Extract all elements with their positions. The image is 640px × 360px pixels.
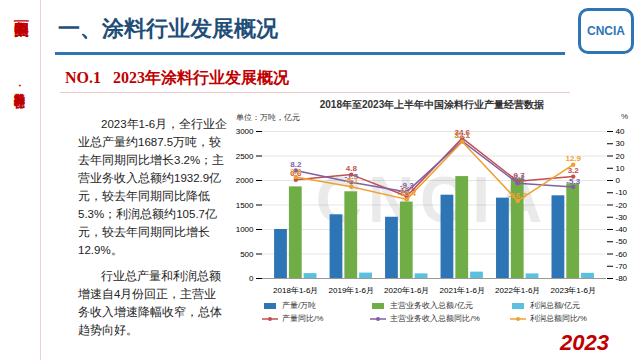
svg-text:-10: -10: [616, 188, 628, 197]
svg-text:0: 0: [249, 274, 254, 283]
svg-text:12.9: 12.9: [565, 154, 581, 163]
svg-text:40: 40: [616, 127, 625, 136]
svg-text:31.7: 31.7: [454, 131, 470, 140]
svg-text:2.8: 2.8: [290, 167, 302, 176]
svg-text:2022年1-6月: 2022年1-6月: [495, 286, 540, 295]
svg-text:-2.2: -2.2: [511, 173, 525, 182]
svg-text:30: 30: [616, 139, 625, 148]
svg-text:-5.3: -5.3: [566, 177, 580, 186]
svg-text:1000: 1000: [236, 225, 254, 234]
svg-text:-40: -40: [616, 225, 628, 234]
svg-text:-60: -60: [616, 250, 628, 259]
svg-text:20: 20: [616, 152, 625, 161]
svg-text:-20: -20: [616, 201, 628, 210]
svg-text:-70: -70: [616, 262, 628, 271]
svg-text:2021年1-6月: 2021年1-6月: [440, 286, 485, 295]
svg-text:-50: -50: [616, 237, 628, 246]
svg-text:2500: 2500: [236, 152, 254, 161]
svg-text:1500: 1500: [236, 201, 254, 210]
svg-text:32.1: 32.1: [454, 131, 470, 140]
svg-text:2023年1-6月: 2023年1-6月: [551, 286, 596, 295]
svg-text:-30: -30: [616, 213, 628, 222]
svg-text:2018年1-6月: 2018年1-6月: [273, 286, 318, 295]
svg-text:2000: 2000: [236, 176, 254, 185]
svg-text:2020年1-6月: 2020年1-6月: [384, 286, 429, 295]
svg-text:0: 0: [616, 176, 621, 185]
svg-text:500: 500: [240, 250, 254, 259]
svg-text:-5.1: -5.1: [344, 176, 358, 185]
svg-text:2019年1-6月: 2019年1-6月: [329, 286, 374, 295]
svg-text:3000: 3000: [236, 127, 254, 136]
svg-text:-80: -80: [616, 274, 628, 283]
svg-text:10: 10: [616, 164, 625, 173]
svg-text:-16.7: -16.7: [509, 191, 528, 200]
svg-text:-15.4: -15.4: [398, 189, 417, 198]
